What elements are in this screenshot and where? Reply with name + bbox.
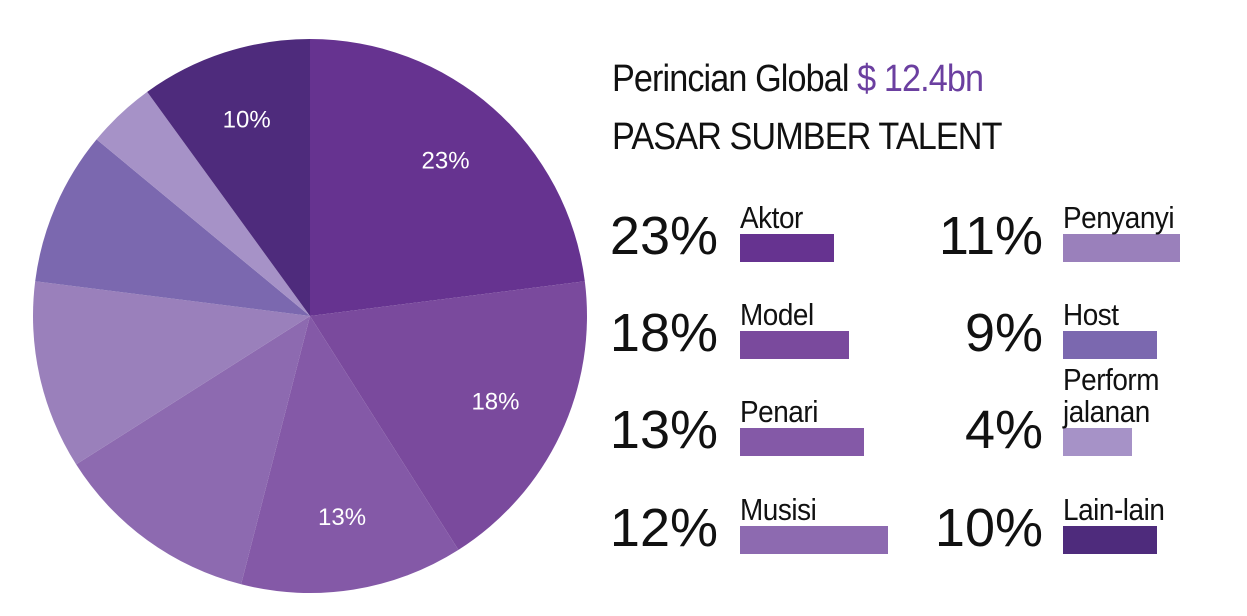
pie-slice — [310, 39, 585, 316]
legend-percent: 18% — [609, 303, 718, 363]
pie-slice — [96, 91, 310, 317]
pie-slice — [35, 139, 310, 316]
legend-percent: 11% — [938, 206, 1043, 266]
legend-swatch — [740, 526, 888, 554]
legend-label: Perform jalanan — [1063, 362, 1160, 429]
legend-swatch — [740, 234, 834, 262]
chart-subtitle: PASAR SUMBER TALENT — [612, 116, 1003, 158]
legend-percent: 10% — [934, 498, 1043, 558]
legend-label: Penari — [740, 394, 818, 429]
legend-label: Aktor — [740, 200, 803, 235]
legend-swatch — [740, 331, 849, 359]
legend-swatch — [1063, 526, 1157, 554]
legend-swatch — [740, 428, 864, 456]
slice-label: 18% — [471, 389, 519, 416]
legend-percent: 9% — [964, 303, 1043, 363]
legend-percent: 12% — [609, 498, 718, 558]
slice-label: 13% — [318, 504, 366, 531]
pie-slice — [310, 281, 587, 550]
legend-swatch — [1063, 234, 1180, 262]
slice-label: 23% — [422, 148, 470, 175]
total-label: $ 12.4bn — [857, 58, 984, 100]
legend-percent: 4% — [964, 400, 1043, 460]
pie-slice — [33, 281, 311, 465]
pie-slice — [76, 316, 311, 585]
pie-slice — [241, 316, 459, 593]
pie-chart: 23% 18% 13% 10% — [33, 39, 587, 593]
legend-percent: 13% — [609, 400, 718, 460]
legend-label: Lain-lain — [1063, 492, 1165, 527]
chart-title-line: Perincian Global $ 12.4bn — [612, 58, 984, 101]
legend-swatch — [1063, 331, 1157, 359]
chart-title: Perincian Global — [612, 58, 849, 100]
legend-label: Host — [1063, 297, 1119, 332]
legend-label: Penyanyi — [1063, 200, 1175, 235]
legend-swatch — [1063, 428, 1132, 456]
pie-slice — [147, 39, 310, 316]
legend-percent: 23% — [609, 206, 718, 266]
slice-label: 10% — [223, 106, 271, 133]
legend-label: Musisi — [740, 492, 817, 527]
legend-label: Model — [740, 297, 814, 332]
